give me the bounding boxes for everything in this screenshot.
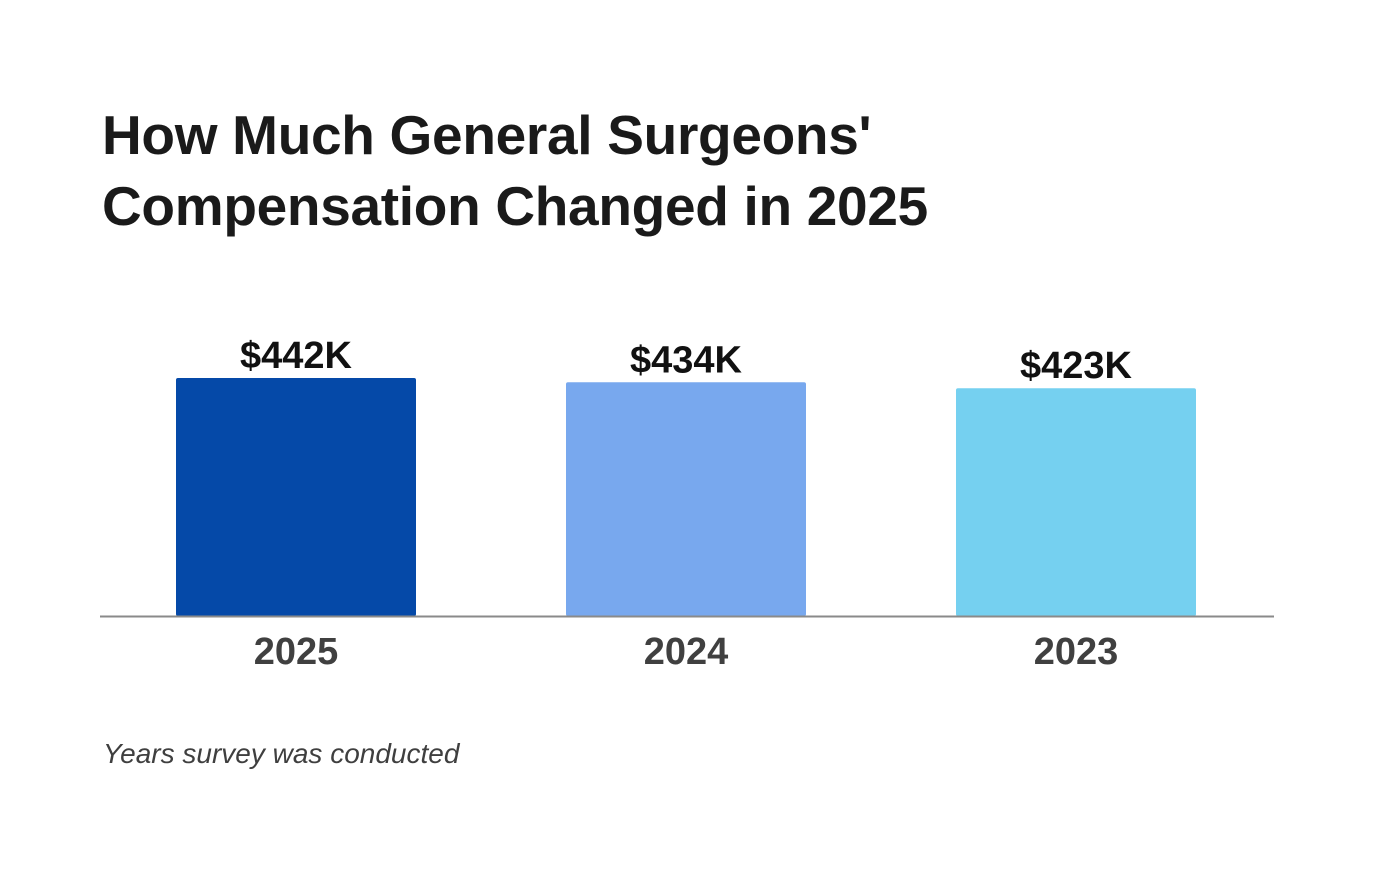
x-tick-label-2023: 2023 <box>1034 631 1119 673</box>
x-tick-label-2024: 2024 <box>644 631 729 673</box>
x-tick-label-2025: 2025 <box>254 631 339 673</box>
x-axis-caption: Years survey was conducted <box>103 738 460 769</box>
bar-value-label-2024: $434K <box>630 339 743 381</box>
bar-2024 <box>566 382 806 616</box>
bar-value-label-2023: $423K <box>1020 345 1133 387</box>
bar-2025 <box>176 378 416 616</box>
bar-2023 <box>956 388 1196 616</box>
chart-title-line-1: How Much General Surgeons' <box>102 104 872 166</box>
bar-value-label-2025: $442K <box>240 335 353 377</box>
chart-title-line-2: Compensation Changed in 2025 <box>102 175 928 237</box>
chart-title: How Much General Surgeons' Compensation … <box>102 100 1102 242</box>
